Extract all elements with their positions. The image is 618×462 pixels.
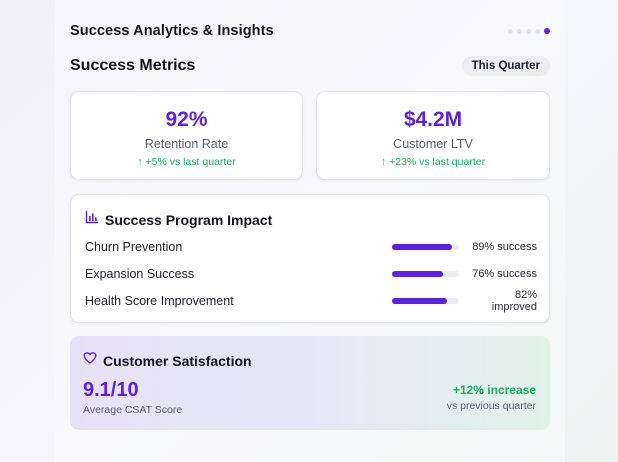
impact-label: Churn Prevention: [85, 240, 183, 254]
section-title: Success Metrics: [70, 57, 196, 74]
header-title: Success Analytics & Insights: [70, 23, 274, 39]
progress-bar: [392, 244, 459, 250]
pagination-dots: [508, 28, 550, 34]
satisfaction-title: Customer Satisfaction: [103, 352, 252, 369]
customer-satisfaction-card: Customer Satisfaction 9.1/10 Average CSA…: [70, 336, 550, 430]
header: Success Analytics & Insights: [70, 22, 550, 40]
progress-fill: [392, 244, 452, 250]
csat-score: 9.1/10: [83, 379, 139, 401]
progress-bar: [392, 298, 459, 304]
program-impact-card: Success Program Impact Churn Prevention …: [70, 194, 550, 323]
impact-header: Success Program Impact: [85, 210, 272, 229]
impact-row-expansion: Expansion Success 76% success: [85, 266, 537, 282]
pagination-dot-1[interactable]: [508, 28, 513, 34]
metric-card-retention: 92% Retention Rate ↑ +5% vs last quarter: [70, 91, 303, 180]
impact-row-churn: Churn Prevention 89% success: [85, 239, 537, 255]
metric-label: Customer LTV: [393, 137, 473, 151]
metric-change: ↑ +23% vs last quarter: [380, 156, 486, 168]
metric-change: ↑ +5% vs last quarter: [137, 156, 236, 168]
bar-chart-icon: [85, 210, 99, 229]
metric-value: $4.2M: [403, 108, 463, 131]
impact-row-health-score: Health Score Improvement 82% improved: [85, 289, 537, 313]
impact-value: 89% success: [472, 241, 537, 253]
impact-value: 76% success: [472, 268, 537, 280]
satisfaction-header: Customer Satisfaction: [83, 351, 252, 370]
pagination-dot-2[interactable]: [517, 28, 522, 34]
metric-label: Retention Rate: [144, 137, 229, 151]
heart-icon: [83, 351, 97, 370]
csat-score-label: Average CSAT Score: [83, 404, 183, 416]
impact-value: 82% improved: [491, 289, 537, 313]
csat-change: +12% increase: [452, 383, 536, 397]
metric-value: 92%: [165, 108, 208, 131]
impact-label: Health Score Improvement: [85, 294, 234, 308]
pagination-dot-3[interactable]: [526, 28, 531, 34]
metric-card-ltv: $4.2M Customer LTV ↑ +23% vs last quarte…: [316, 91, 550, 180]
period-badge[interactable]: This Quarter: [461, 56, 550, 76]
impact-label: Expansion Success: [85, 267, 195, 281]
pagination-dot-5-active[interactable]: [544, 28, 550, 34]
pagination-dot-4[interactable]: [535, 28, 540, 34]
section-header: Success Metrics This Quarter: [70, 55, 550, 77]
progress-bar: [392, 271, 459, 277]
progress-fill: [392, 298, 447, 304]
progress-fill: [392, 271, 443, 277]
impact-title: Success Program Impact: [105, 211, 273, 228]
csat-change-label: vs previous quarter: [446, 400, 536, 412]
